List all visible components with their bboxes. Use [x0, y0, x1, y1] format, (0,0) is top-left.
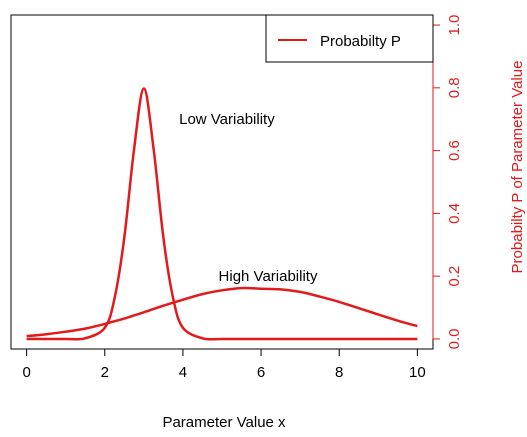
legend: Probabilty P [265, 14, 434, 63]
y-tick-label: 0.2 [446, 266, 463, 287]
x-tick-label: 4 [179, 364, 187, 381]
x-axis: 0 2 4 6 8 10 [22, 348, 426, 381]
x-tick-label: 6 [257, 364, 265, 381]
x-tick-label: 10 [409, 364, 426, 381]
y-tick-label: 1.0 [446, 15, 463, 36]
series-line-2 [26, 286, 418, 338]
series-lines [26, 87, 418, 341]
x-axis-label: Parameter Value x [162, 414, 286, 431]
legend-box [265, 14, 434, 63]
x-tick-label: 8 [335, 364, 343, 381]
plot-area [10, 14, 434, 350]
annotation-low-variability: Low Variability [179, 111, 275, 128]
annotation-high-variability: High Variability [219, 268, 318, 285]
plot-frame [10, 14, 434, 350]
series-line-1 [26, 87, 418, 341]
y-axis: 0.0 0.2 0.4 0.6 0.8 1.0 [432, 15, 463, 350]
legend-entry: Probabilty P [320, 33, 401, 50]
x-tick-label: 0 [22, 364, 30, 381]
y-axis-label: Probabilty P of Parameter Value [509, 61, 526, 274]
y-tick-label: 0.4 [446, 203, 463, 224]
y-tick-label: 0.0 [446, 329, 463, 350]
x-tick-label: 2 [101, 364, 109, 381]
y-tick-label: 0.6 [446, 140, 463, 161]
y-tick-label: 0.8 [446, 77, 463, 98]
